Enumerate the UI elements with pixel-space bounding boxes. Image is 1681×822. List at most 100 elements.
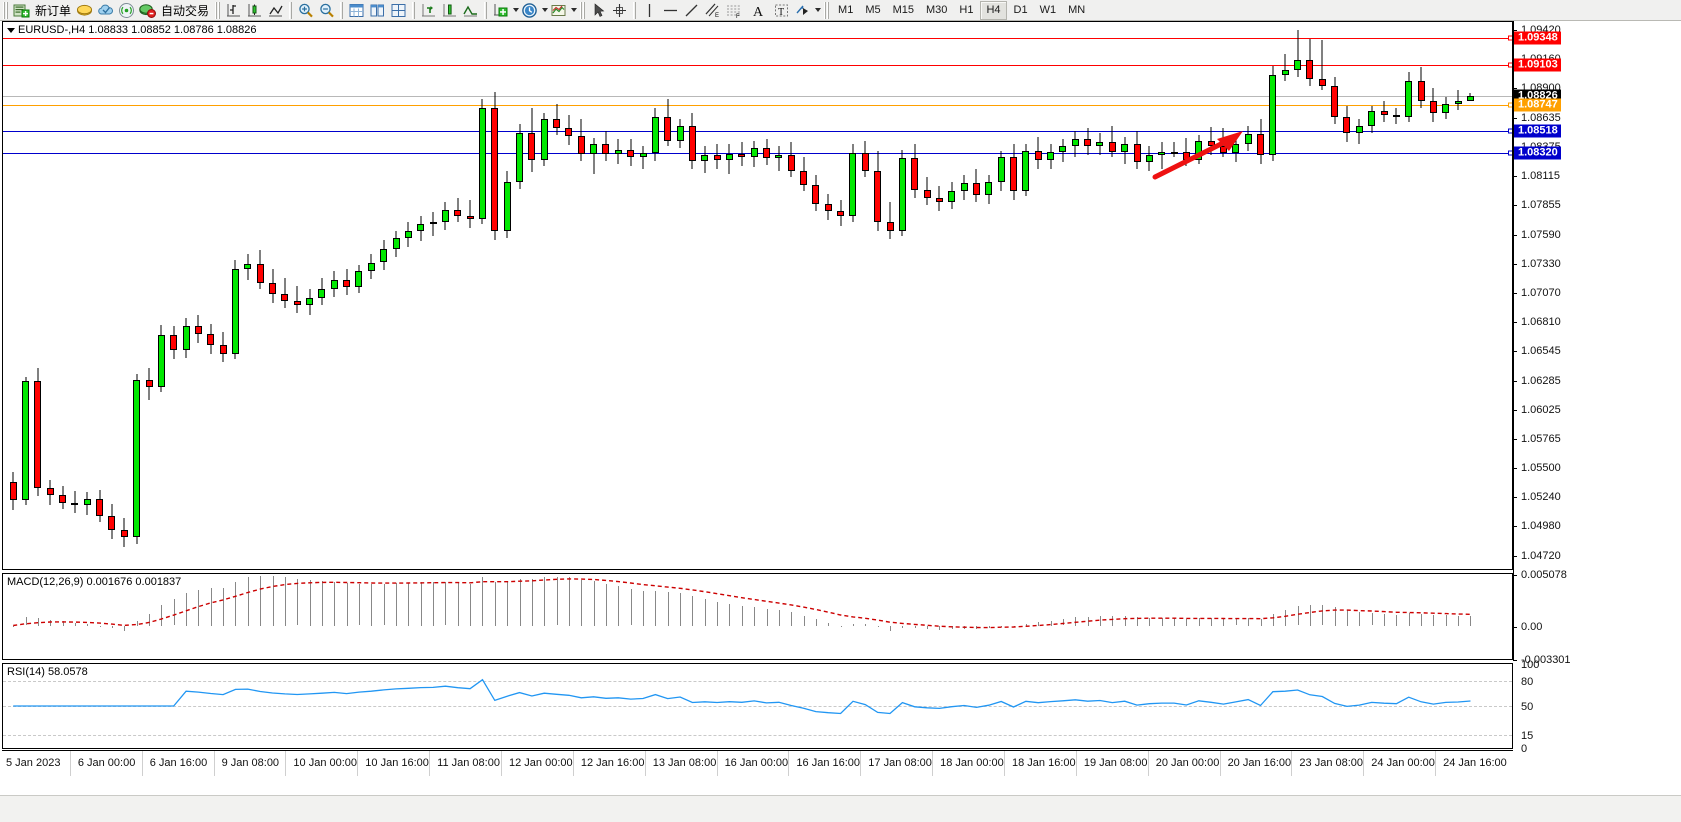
- arrows-icon[interactable]: [793, 1, 812, 20]
- macd-histogram-bar: [519, 578, 521, 626]
- timeframe-m30[interactable]: M30: [926, 4, 948, 16]
- auto-trading-label[interactable]: 自动交易: [161, 3, 210, 18]
- add-object-icon[interactable]: [491, 1, 510, 20]
- candle-body: [1380, 111, 1388, 115]
- candle-body: [688, 126, 696, 161]
- macd-histogram-bar: [1346, 610, 1348, 626]
- toolbar-grip-4[interactable]: [824, 1, 830, 19]
- zoom-in-icon[interactable]: [296, 1, 315, 20]
- candle-body: [491, 108, 499, 232]
- level-anchor-support-1[interactable]: [1508, 128, 1512, 134]
- timeframe-m1[interactable]: M1: [838, 4, 854, 16]
- indicator-line-icon[interactable]: [461, 1, 480, 20]
- timeframe-group: M1 M5 M15 M30 H1 H4 D1 W1 MN: [832, 0, 1091, 20]
- data-window-icon[interactable]: [347, 1, 366, 20]
- candle: [935, 22, 943, 569]
- crosshair-icon[interactable]: [610, 1, 629, 20]
- candle-body: [664, 117, 672, 141]
- level-line-resistance-2[interactable]: [3, 37, 1512, 39]
- new-order-label[interactable]: 新订单: [35, 3, 72, 18]
- signal-icon[interactable]: [117, 1, 136, 20]
- timeframe-m15[interactable]: M15: [892, 4, 914, 16]
- trendline-icon[interactable]: [682, 1, 701, 20]
- timeframe-h1[interactable]: H1: [959, 4, 974, 16]
- rsi-pane[interactable]: RSI(14) 58.0578: [2, 663, 1513, 749]
- fibonacci-icon[interactable]: F: [724, 1, 743, 20]
- level-anchor-pivot[interactable]: [1508, 102, 1512, 108]
- level-line-support-1[interactable]: [3, 130, 1512, 132]
- level-line-resistance-1[interactable]: [3, 65, 1512, 67]
- add-object-caret-icon[interactable]: [513, 8, 520, 12]
- price-pane[interactable]: EURUSD-,H4 1.08833 1.08852 1.08786 1.088…: [2, 21, 1513, 570]
- templates-caret-icon[interactable]: [571, 8, 578, 12]
- macd-axis-tick: [1513, 626, 1517, 628]
- timeframe-mn[interactable]: MN: [1068, 4, 1086, 16]
- vertical-line-icon[interactable]: [640, 1, 659, 20]
- arrows-caret-icon[interactable]: [815, 8, 822, 12]
- indicators-icon[interactable]: [75, 1, 94, 20]
- candle-body: [750, 148, 758, 158]
- period-caret-icon[interactable]: [542, 8, 549, 12]
- new-order-icon[interactable]: [12, 1, 31, 20]
- level-anchor-resistance-1[interactable]: [1508, 62, 1512, 68]
- text-box-icon[interactable]: T: [772, 1, 791, 20]
- toolbar-grip-3[interactable]: [580, 1, 586, 19]
- templates-icon[interactable]: [549, 1, 568, 20]
- period-icon[interactable]: [520, 1, 539, 20]
- macd-pane[interactable]: MACD(12,26,9) 0.001676 0.001837: [2, 573, 1513, 660]
- candle: [478, 22, 486, 569]
- candle: [972, 22, 980, 569]
- rsi-level-15: [3, 735, 1512, 737]
- price-tag-support-1[interactable]: 1.08518: [1514, 124, 1561, 138]
- timeframe-d1[interactable]: D1: [1013, 4, 1028, 16]
- candle-wick: [1383, 101, 1385, 122]
- timeframe-m5[interactable]: M5: [865, 4, 881, 16]
- tile-windows-icon[interactable]: [368, 1, 387, 20]
- candle: [367, 22, 375, 569]
- timeframe-h4[interactable]: H4: [980, 0, 1007, 20]
- line-chart-icon[interactable]: [266, 1, 285, 20]
- time-axis-label: 24 Jan 00:00: [1371, 757, 1435, 769]
- collapse-icon[interactable]: [7, 27, 15, 33]
- candlestick-chart-icon[interactable]: [245, 1, 264, 20]
- toolbar-grip[interactable]: [3, 1, 8, 19]
- level-line-pivot[interactable]: [3, 105, 1512, 107]
- level-line-last-price[interactable]: [3, 96, 1512, 98]
- candle-body: [1417, 81, 1425, 102]
- macd-histogram-bar: [1050, 620, 1052, 626]
- candle: [1392, 22, 1400, 569]
- time-scale[interactable]: 5 Jan 2023 6 Jan 00:00 6 Jan 16:00 9 Jan 08…: [2, 750, 1513, 776]
- time-axis-separator: [141, 751, 143, 776]
- price-tag-resistance-2[interactable]: 1.09348: [1514, 31, 1561, 45]
- candle-body: [1392, 114, 1400, 118]
- zoom-out-icon[interactable]: [317, 1, 336, 20]
- macd-histogram-bar: [1384, 613, 1386, 626]
- grid-windows-icon[interactable]: [389, 1, 408, 20]
- timeframe-w1[interactable]: W1: [1039, 4, 1057, 16]
- candle-body: [725, 153, 733, 160]
- price-tag-pivot[interactable]: 1.08747: [1514, 98, 1561, 112]
- crosshair-tool-icon[interactable]: [419, 1, 438, 20]
- horizontal-line-icon[interactable]: [661, 1, 680, 20]
- text-label-icon[interactable]: A: [745, 1, 770, 20]
- cursor-icon[interactable]: [589, 1, 608, 20]
- price-scale[interactable]: 1.094201.091601.089001.086351.083751.081…: [1513, 21, 1681, 755]
- level-anchor-support-2[interactable]: [1508, 150, 1512, 156]
- equidistant-channel-icon[interactable]: E: [703, 1, 722, 20]
- cloud-icon[interactable]: [96, 1, 115, 20]
- candle: [1170, 22, 1178, 569]
- bar-chart-icon[interactable]: [224, 1, 243, 20]
- macd-histogram-bar: [1137, 617, 1139, 626]
- expert-advisor-icon[interactable]: [138, 1, 157, 20]
- macd-histogram-bar: [852, 624, 854, 626]
- price-tag-support-2[interactable]: 1.08320: [1514, 146, 1561, 160]
- price-tag-resistance-1[interactable]: 1.09103: [1514, 58, 1561, 72]
- bullish-arrow-annotation[interactable]: [1151, 123, 1261, 183]
- time-axis-separator: [716, 751, 718, 776]
- vertical-marker-icon[interactable]: [440, 1, 459, 20]
- toolbar-grip-2[interactable]: [215, 1, 221, 19]
- rsi-axis-label: 100: [1521, 659, 1540, 671]
- level-anchor-resistance-2[interactable]: [1508, 35, 1512, 41]
- macd-histogram-bar: [655, 590, 657, 626]
